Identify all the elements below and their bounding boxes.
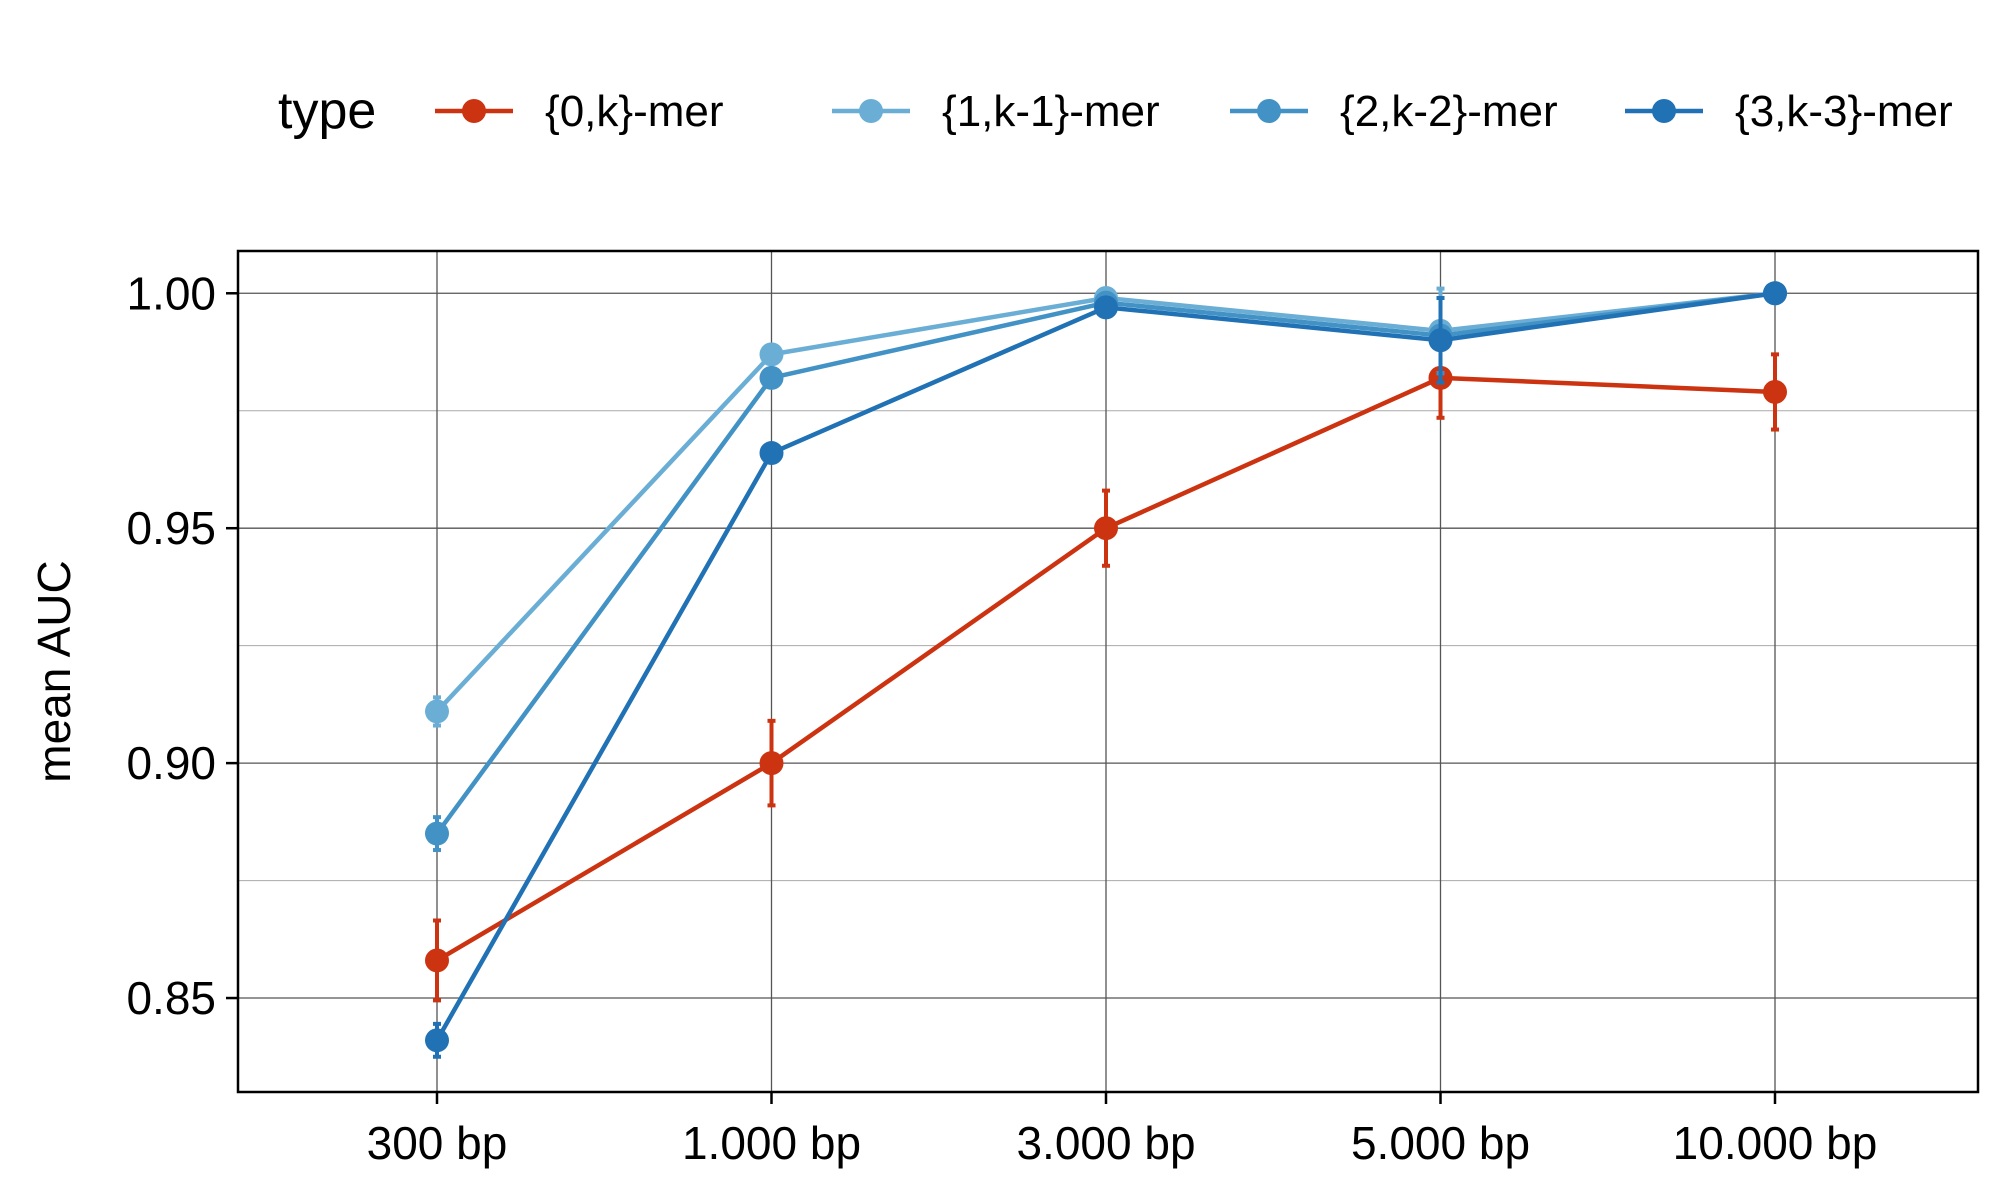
x-tick-label: 3.000 bp [1016, 1117, 1195, 1169]
y-tick-label: 0.90 [126, 737, 216, 789]
data-point [425, 1028, 449, 1053]
data-point [759, 441, 784, 466]
axes: 0.85 0.90 0.95 1.00 300 bp 1.000 bp 3.000 bp 5.… [126, 267, 1877, 1169]
series-layer [425, 281, 1787, 1059]
data-point [425, 821, 449, 846]
legend-key-point [1257, 99, 1281, 123]
legend-item: {1,k-1}-mer [832, 87, 1160, 136]
data-point [759, 751, 784, 776]
data-point [425, 699, 449, 724]
legend-label: {3,k-3}-mer [1735, 87, 1953, 136]
data-point [1094, 516, 1118, 541]
series-0 [425, 335, 1787, 1003]
data-point [1428, 328, 1453, 353]
legend-label: {0,k}-mer [545, 87, 724, 136]
legend-key-point [859, 99, 883, 123]
legend-item: {2,k-2}-mer [1230, 87, 1558, 136]
x-tick-label: 10.000 bp [1673, 1117, 1878, 1169]
data-point [1094, 295, 1118, 320]
y-tick-label: 1.00 [126, 267, 216, 319]
data-point [425, 948, 449, 973]
data-point [1763, 379, 1787, 404]
legend: type {0,k}-mer {1,k-1}-mer {2,k-2}-mer {3,k… [278, 82, 1953, 140]
x-tick-label: 1.000 bp [682, 1117, 861, 1169]
legend-title: type [278, 82, 376, 140]
plot-frame [236, 249, 1980, 1094]
legend-key-point [462, 99, 486, 123]
data-point [759, 342, 784, 367]
legend-key-point [1652, 99, 1676, 123]
y-axis-title: mean AUC [28, 560, 80, 782]
data-point [1763, 281, 1787, 306]
x-tick-label: 5.000 bp [1351, 1117, 1530, 1169]
y-tick-label: 0.95 [126, 502, 216, 554]
series-3 [425, 281, 1787, 1059]
grid [238, 251, 1978, 1092]
legend-item: {0,k}-mer [435, 87, 724, 136]
data-point [759, 365, 784, 390]
legend-label: {2,k-2}-mer [1340, 87, 1558, 136]
y-tick-label: 0.85 [126, 972, 216, 1024]
legend-label: {1,k-1}-mer [942, 87, 1160, 136]
legend-item: {3,k-3}-mer [1625, 87, 1953, 136]
x-tick-label: 300 bp [367, 1117, 508, 1169]
